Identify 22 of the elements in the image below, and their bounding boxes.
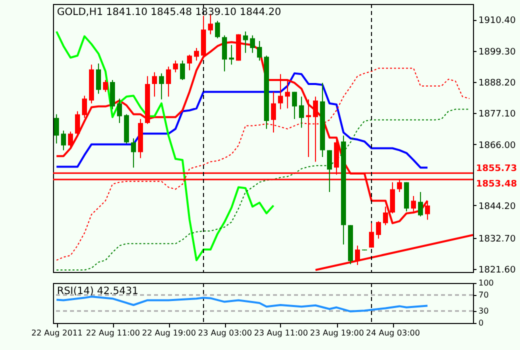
x-tick-label: 23 Aug 11:00 [254, 328, 308, 338]
x-tick-label: 22 Aug 19:00 [142, 328, 196, 338]
y-tick-label: 1844.20 [478, 202, 516, 212]
x-tick-label: 23 Aug 03:00 [198, 328, 252, 338]
y-tick-label: 1866.00 [478, 140, 516, 151]
chart-title: RSI(14) 42.5431 [57, 286, 138, 297]
y-tick-label: 1899.30 [478, 47, 516, 58]
x-tick-label: 24 Aug 03:00 [366, 328, 420, 338]
y-tick-label: 1821.60 [478, 265, 516, 276]
x-tick-label: 23 Aug 19:00 [310, 328, 364, 338]
y-tick-label: 30 [478, 306, 489, 316]
y-tick-label: 100 [478, 278, 494, 288]
y-tick-label: 1888.20 [478, 78, 516, 89]
ref-line-label: 1853.48 [476, 179, 517, 190]
y-tick-label: 1877.10 [478, 110, 516, 120]
y-tick-label: 1832.70 [478, 234, 516, 244]
y-tick-label: 70 [478, 290, 489, 300]
x-tick-label: 22 Aug 2011 [31, 328, 83, 338]
y-tick-label: 1910.40 [478, 16, 516, 26]
y-tick-label: 0 [478, 318, 484, 328]
ref-line-label: 1855.73 [476, 164, 517, 174]
x-tick-label: 22 Aug 11:00 [86, 328, 140, 338]
